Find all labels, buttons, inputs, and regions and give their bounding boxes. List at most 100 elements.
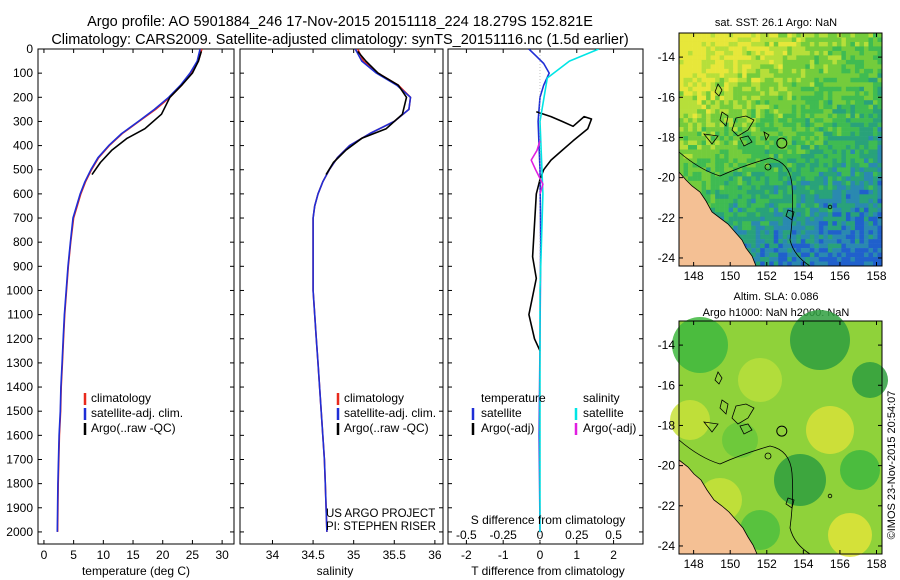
sst-cell: [769, 136, 775, 141]
sst-cell: [814, 50, 820, 56]
sst-cell: [796, 140, 802, 146]
sst-cell: [692, 50, 698, 56]
sst-cell: [800, 248, 806, 253]
sst-cell: [836, 171, 842, 177]
sst-cell: [796, 136, 802, 141]
sst-cell: [877, 73, 883, 79]
sla-anomaly-blob: [790, 310, 850, 370]
sst-cell: [805, 198, 811, 204]
sst-cell: [778, 55, 784, 61]
sst-cell: [859, 113, 865, 119]
sst-cell: [796, 127, 802, 132]
sst-cell: [755, 221, 761, 226]
sst-cell: [872, 171, 878, 177]
sst-cell: [791, 104, 797, 110]
sst-cell: [832, 86, 838, 92]
sst-cell: [863, 64, 869, 70]
sst-cell: [719, 82, 725, 88]
sst-cell: [778, 243, 784, 249]
sst-cell: [827, 171, 833, 177]
sst-cell: [710, 185, 716, 191]
series-line: [530, 140, 544, 195]
sst-cell: [764, 82, 770, 88]
sst-cell: [688, 73, 693, 79]
sst-cell: [706, 68, 711, 74]
sst-cell: [805, 243, 811, 249]
sst-cell: [809, 153, 815, 159]
sst-reef-5: [703, 133, 719, 145]
sst-cell: [773, 162, 779, 168]
sst-cell: [733, 140, 738, 146]
sst-cell: [854, 221, 860, 226]
sst-cell: [760, 104, 766, 110]
sst-cell: [827, 167, 833, 173]
sst-cell: [805, 113, 811, 119]
sst-cell: [854, 33, 860, 38]
sst-cell: [814, 55, 820, 61]
sst-cell: [845, 59, 851, 65]
salinity-xlabel: salinity: [317, 564, 354, 578]
sst-cell: [854, 180, 860, 186]
sst-cell: [805, 207, 811, 213]
sst-cell: [746, 203, 752, 209]
sst-cell: [724, 162, 729, 168]
sst-cell: [683, 55, 689, 61]
sst-cell: [827, 212, 833, 218]
sst-cell: [715, 37, 720, 43]
sst-cell: [877, 131, 883, 137]
sst-cell: [787, 113, 793, 119]
sst-cell: [769, 46, 775, 52]
sst-cell: [827, 100, 833, 105]
sst-cell: [778, 248, 784, 253]
sst-cell: [701, 64, 707, 70]
sst-cell: [733, 73, 738, 79]
sst-cell: [872, 122, 878, 128]
sst-cell: [692, 180, 698, 186]
sst-cell: [872, 230, 878, 235]
sst-cell: [760, 207, 766, 213]
sst-cell: [868, 95, 874, 101]
depth-tick-label: 1300: [6, 356, 33, 370]
sst-cell: [787, 41, 793, 47]
sst-cell: [836, 91, 842, 97]
x-tick-label: 35: [347, 548, 361, 562]
sst-cell: [877, 158, 883, 164]
sst-cell: [877, 104, 883, 110]
sst-cell: [850, 64, 856, 70]
sst-cell: [692, 127, 698, 132]
sst-cell: [836, 261, 842, 267]
sla-contour: [678, 439, 811, 555]
sst-cell: [688, 113, 693, 119]
sst-cell: [854, 64, 860, 70]
sst-cell: [710, 68, 716, 74]
sst-cell: [823, 239, 829, 244]
sst-cell: [706, 140, 711, 146]
sst-cell: [814, 257, 820, 262]
sst-cell: [805, 252, 811, 258]
sst-cell: [814, 64, 820, 70]
sst-cell: [791, 64, 797, 70]
sst-cell: [679, 59, 684, 65]
sst-cell: [827, 68, 833, 74]
sst-cell: [791, 225, 797, 231]
lon-tick-label: 158: [866, 269, 886, 283]
sst-cell: [841, 252, 847, 258]
sst-cell: [854, 68, 860, 74]
sst-cell: [836, 189, 842, 195]
sst-cell: [800, 194, 806, 200]
sst-cell: [845, 86, 851, 92]
sst-cell: [760, 55, 766, 61]
sst-cell: [697, 180, 702, 186]
sst-cell: [823, 162, 829, 168]
sst-cell: [787, 153, 793, 159]
sst-cell: [836, 109, 842, 114]
sst-cell: [872, 167, 878, 173]
sst-cell: [823, 86, 829, 92]
sst-cell: [751, 176, 756, 182]
sst-cell: [800, 109, 806, 114]
sst-cell: [854, 252, 860, 258]
sst-cell: [868, 248, 874, 253]
credit-pi: PI: STEPHEN RISER: [326, 521, 436, 533]
lon-tick-label: 158: [866, 557, 886, 571]
sst-cell: [823, 104, 829, 110]
